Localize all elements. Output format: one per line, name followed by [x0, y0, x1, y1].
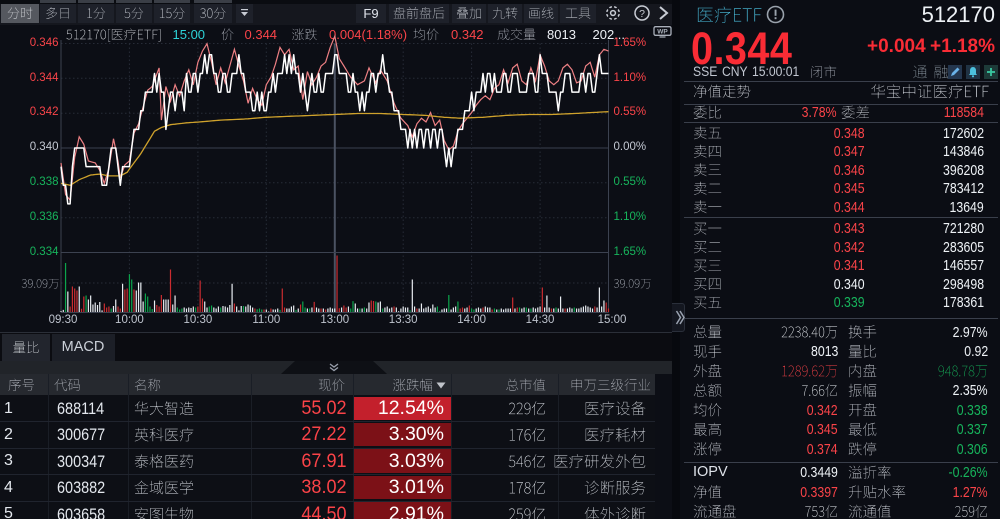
svg-text:WP: WP	[657, 29, 668, 36]
svg-text:?: ?	[639, 8, 645, 20]
